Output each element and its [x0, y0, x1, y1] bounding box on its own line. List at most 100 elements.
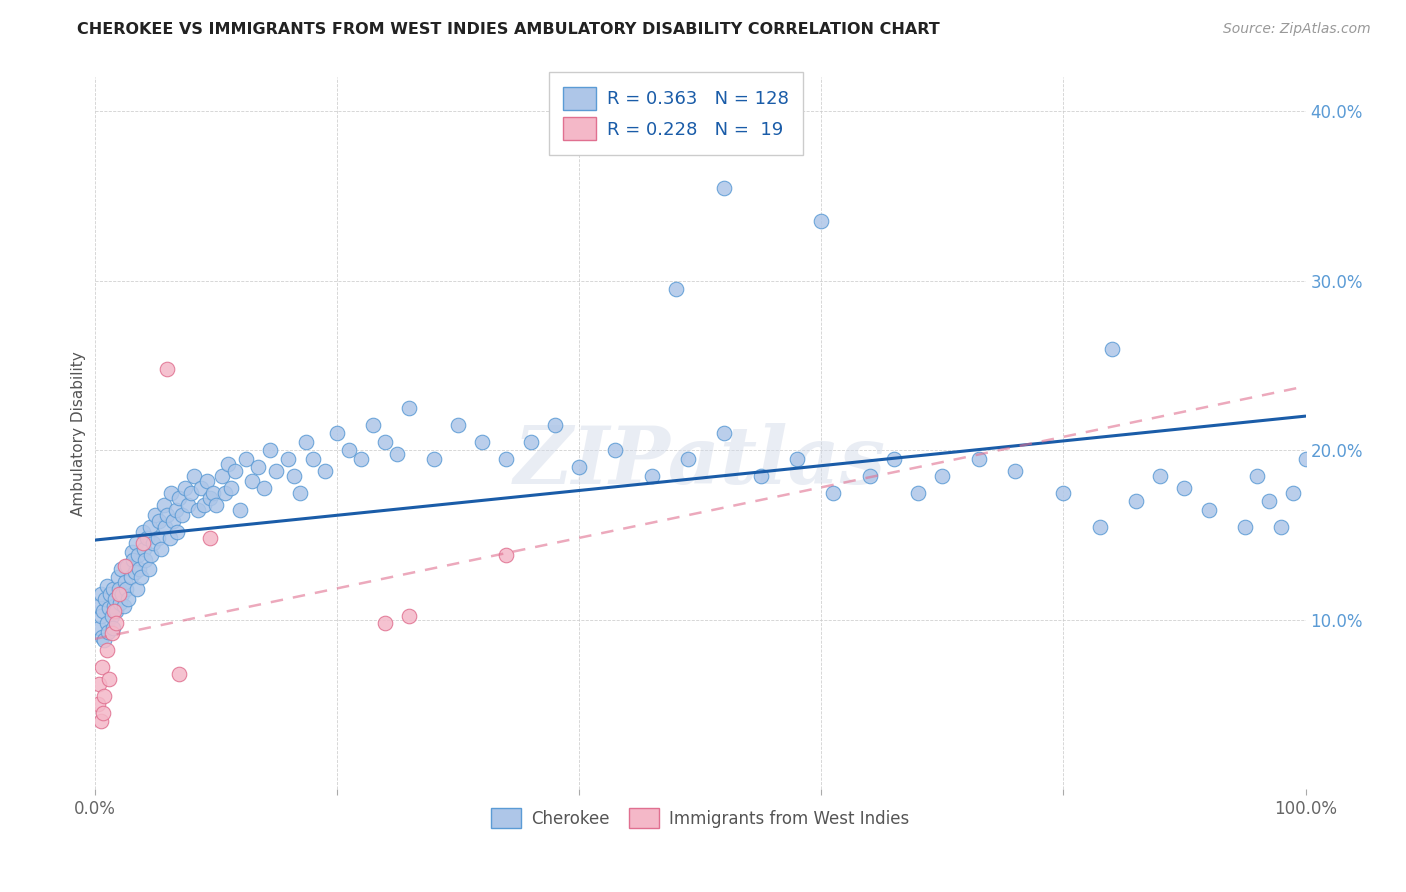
Point [153, 519, 176, 533]
Point [1052, 485, 1074, 500]
Point [98, 587, 121, 601]
Point [105, 604, 128, 618]
Point [87, 698, 110, 712]
Point [422, 451, 444, 466]
Point [374, 616, 396, 631]
Point [186, 502, 208, 516]
Legend: Cherokee, Immigrants from West Indies: Cherokee, Immigrants from West Indies [484, 802, 917, 834]
Point [112, 599, 135, 614]
Point [301, 451, 323, 466]
Point [1125, 494, 1147, 508]
Point [108, 596, 131, 610]
Point [350, 451, 373, 466]
Point [90, 587, 112, 601]
Point [132, 536, 155, 550]
Text: CHEROKEE VS IMMIGRANTS FROM WEST INDIES AMBULATORY DISABILITY CORRELATION CHART: CHEROKEE VS IMMIGRANTS FROM WEST INDIES … [77, 22, 941, 37]
Point [96, 643, 118, 657]
Point [326, 426, 349, 441]
Point [150, 541, 173, 556]
Point [1233, 519, 1256, 533]
Point [568, 460, 591, 475]
Point [605, 443, 627, 458]
Point [314, 464, 336, 478]
Point [169, 667, 191, 681]
Point [128, 562, 150, 576]
Point [98, 672, 121, 686]
Point [170, 508, 193, 522]
Point [640, 468, 662, 483]
Point [202, 485, 225, 500]
Point [107, 582, 129, 597]
Point [290, 485, 312, 500]
Point [90, 660, 112, 674]
Point [117, 558, 139, 573]
Point [240, 474, 263, 488]
Point [111, 587, 134, 601]
Point [1101, 342, 1123, 356]
Point [1270, 519, 1292, 533]
Point [823, 485, 845, 500]
Point [198, 532, 221, 546]
Point [883, 451, 905, 466]
Point [90, 714, 112, 729]
Point [665, 282, 688, 296]
Point [1198, 502, 1220, 516]
Point [295, 434, 318, 449]
Point [544, 417, 567, 432]
Point [139, 519, 162, 533]
Point [1295, 451, 1317, 466]
Point [159, 532, 181, 546]
Point [749, 468, 772, 483]
Point [101, 582, 124, 597]
Point [91, 604, 114, 618]
Point [495, 549, 517, 563]
Point [114, 558, 136, 573]
Point [229, 502, 252, 516]
Point [374, 434, 396, 449]
Point [125, 536, 148, 550]
Point [98, 600, 121, 615]
Point [277, 451, 299, 466]
Point [103, 599, 125, 614]
Point [107, 587, 129, 601]
Point [713, 180, 735, 194]
Point [142, 536, 165, 550]
Point [214, 485, 236, 500]
Point [121, 545, 143, 559]
Point [907, 485, 929, 500]
Point [165, 502, 187, 516]
Point [152, 498, 174, 512]
Point [447, 417, 470, 432]
Point [1246, 468, 1268, 483]
Point [247, 460, 270, 475]
Point [177, 498, 200, 512]
Point [122, 553, 145, 567]
Point [132, 524, 155, 539]
Point [967, 451, 990, 466]
Point [183, 468, 205, 483]
Point [676, 451, 699, 466]
Point [858, 468, 880, 483]
Point [114, 575, 136, 590]
Point [519, 434, 541, 449]
Point [361, 417, 384, 432]
Point [138, 562, 160, 576]
Point [471, 434, 494, 449]
Point [89, 621, 111, 635]
Text: Source: ZipAtlas.com: Source: ZipAtlas.com [1223, 22, 1371, 37]
Point [1282, 485, 1305, 500]
Point [105, 616, 128, 631]
Point [931, 468, 953, 483]
Point [141, 549, 163, 563]
Point [190, 481, 212, 495]
Point [174, 481, 197, 495]
Point [387, 447, 409, 461]
Point [91, 706, 114, 720]
Point [337, 443, 360, 458]
Point [135, 532, 157, 546]
Point [125, 582, 148, 597]
Point [495, 451, 517, 466]
Point [1258, 494, 1281, 508]
Point [810, 214, 832, 228]
Point [283, 468, 305, 483]
